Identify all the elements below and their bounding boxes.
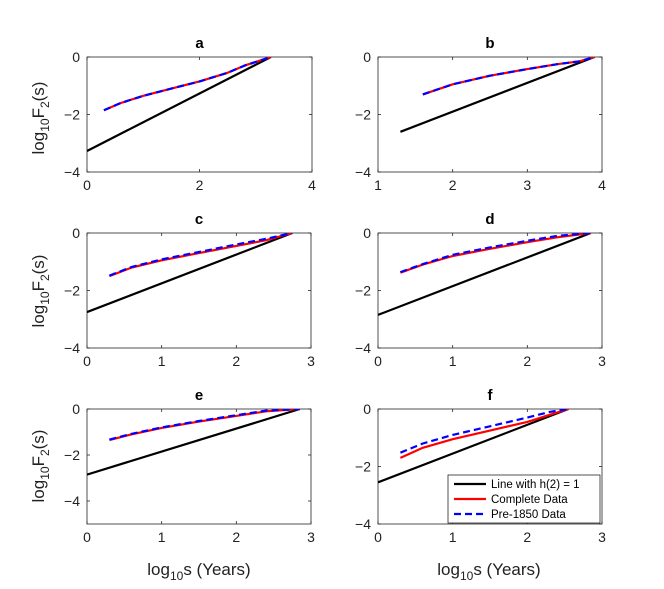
- y-tick-label-e-2: 0: [72, 401, 80, 417]
- y-tick-label-b-0: −4: [355, 164, 371, 180]
- series-d-pre-1850-data: [400, 233, 591, 274]
- legend-label-2: Pre-1850 Data: [491, 509, 566, 521]
- x-tick-label-e-1: 1: [158, 529, 166, 545]
- x-tick-label-d-3: 3: [598, 353, 606, 369]
- series-f-pre-1850-data: [399, 409, 569, 454]
- x-tick-label-f-0: 0: [374, 529, 382, 545]
- y-tick-label-c-1: −2: [64, 283, 80, 299]
- x-tick-label-e-0: 0: [83, 529, 91, 545]
- x-tick-label-c-0: 0: [83, 353, 91, 369]
- series-a-line-with-h-2-1: [87, 57, 272, 152]
- series-d-line-with-h-2-1: [378, 233, 592, 316]
- axes-box-b: [377, 56, 603, 173]
- panel-title-c: c: [195, 211, 203, 228]
- y-tick-label-f-2: 0: [363, 401, 371, 417]
- x-tick-label-c-1: 1: [158, 353, 166, 369]
- x-tick-label-a-2: 4: [308, 177, 316, 193]
- legend-label-1: Complete Data: [491, 494, 568, 506]
- series-b-pre-1850-data: [422, 57, 595, 96]
- y-tick-label-a-0: −4: [64, 164, 80, 180]
- axes-box-c: [86, 232, 312, 349]
- panel-title-b: b: [485, 35, 494, 52]
- legend-label-0: Line with h(2) = 1: [491, 479, 580, 491]
- y-axis-title-a: log10F2(s): [29, 82, 52, 155]
- y-tick-label-a-1: −2: [64, 107, 80, 123]
- x-tick-label-b-3: 4: [598, 177, 606, 193]
- x-tick-label-b-1: 2: [449, 177, 457, 193]
- y-tick-label-d-2: 0: [363, 225, 371, 241]
- panel-c: 0 1 2 3 −4 −2 0 c: [64, 211, 315, 369]
- x-tick-label-c-2: 2: [232, 353, 240, 369]
- series-a-pre-1850-data: [103, 57, 272, 112]
- x-tick-label-e-3: 3: [307, 529, 315, 545]
- x-tick-label-d-2: 2: [523, 353, 531, 369]
- x-tick-label-b-0: 1: [374, 177, 382, 193]
- x-tick-label-a-1: 2: [196, 177, 204, 193]
- x-axis-title-f: log10s (Years): [437, 560, 540, 583]
- panel-title-d: d: [485, 211, 494, 228]
- x-tick-label-f-3: 3: [598, 529, 606, 545]
- panel-d: 0 1 2 3 −4 −2 0 d: [355, 211, 606, 369]
- axes-box-e: [86, 408, 312, 525]
- x-tick-label-a-0: 0: [83, 177, 91, 193]
- series-f-complete-data: [399, 409, 569, 459]
- panel-title-e: e: [195, 387, 203, 404]
- panel-title-f: f: [488, 387, 494, 404]
- y-tick-label-c-0: −4: [64, 340, 80, 356]
- y-axis-title-c: log10F2(s): [29, 255, 52, 328]
- y-tick-label-d-1: −2: [355, 283, 371, 299]
- series-c-pre-1850-data: [109, 233, 293, 277]
- y-tick-label-a-2: 0: [72, 49, 80, 65]
- y-axis-title-e: log10F2(s): [29, 430, 52, 503]
- series-b-line-with-h-2-1: [400, 57, 595, 133]
- x-tick-label-d-0: 0: [374, 353, 382, 369]
- y-tick-label-e-0: −4: [64, 493, 80, 509]
- panel-b: 1 2 3 4 −4 −2 0 b: [355, 35, 606, 193]
- y-tick-label-b-1: −2: [355, 107, 371, 123]
- axes-box-d: [377, 232, 603, 349]
- series-c-line-with-h-2-1: [87, 233, 293, 314]
- y-tick-label-d-0: −4: [355, 340, 371, 356]
- series-e-pre-1850-data: [109, 409, 300, 441]
- y-tick-label-f-1: −2: [355, 459, 371, 475]
- panel-title-a: a: [195, 35, 204, 52]
- legend: Line with h(2) = 1 Complete Data Pre-1850 …: [447, 474, 601, 524]
- series-f-line-with-h-2-1: [378, 409, 569, 484]
- x-tick-label-c-3: 3: [307, 353, 315, 369]
- x-tick-label-b-2: 3: [523, 177, 531, 193]
- y-tick-label-b-2: 0: [363, 49, 371, 65]
- y-tick-label-e-1: −2: [64, 447, 80, 463]
- panel-a: 0 2 4 −4 −2 0 a: [64, 35, 316, 193]
- axes-box-a: [86, 56, 313, 173]
- x-tick-label-f-2: 2: [523, 529, 531, 545]
- x-tick-label-f-1: 1: [449, 529, 457, 545]
- x-tick-label-d-1: 1: [449, 353, 457, 369]
- panel-e: 0 1 2 3 −4 −2 0 e: [64, 387, 315, 545]
- x-axis-title-e: log10s (Years): [147, 560, 250, 583]
- y-tick-label-f-0: −4: [355, 516, 371, 532]
- y-tick-label-c-2: 0: [72, 225, 80, 241]
- x-tick-label-e-2: 2: [232, 529, 240, 545]
- series-e-line-with-h-2-1: [87, 409, 301, 476]
